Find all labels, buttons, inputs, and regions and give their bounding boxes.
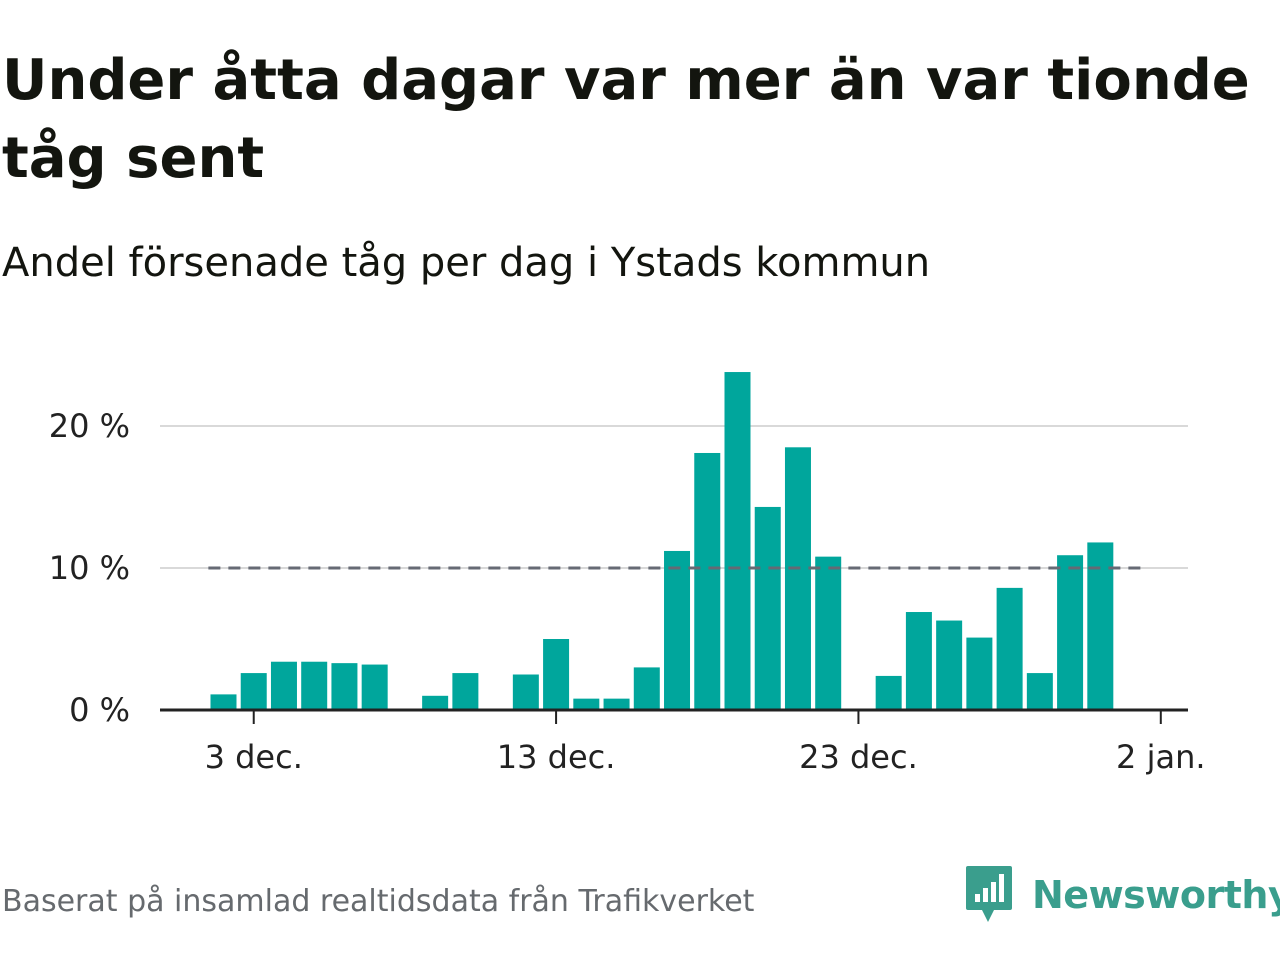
bar-chart: 0 % 10 % 20 % 3 dec. 13 dec. 23 dec. 2 jan. [49, 372, 1206, 776]
bar [452, 673, 479, 710]
y-tick-label: 0 % [69, 691, 130, 729]
bar [784, 447, 811, 710]
x-tick-label: 3 dec. [205, 738, 303, 776]
bar [603, 698, 630, 710]
x-tick-label: 23 dec. [799, 738, 918, 776]
bar [875, 675, 902, 710]
x-axis [160, 708, 1188, 724]
bar [966, 637, 993, 710]
x-tick-label: 2 jan. [1116, 738, 1205, 776]
y-tick-label: 20 % [49, 407, 130, 445]
source-note: Baserat på insamlad realtidsdata från Tr… [2, 884, 755, 919]
bar [724, 372, 751, 710]
bar [301, 661, 328, 710]
bar [754, 506, 781, 710]
brand[interactable]: Newsworthy [964, 864, 1280, 926]
bar [905, 612, 932, 710]
bar [1087, 542, 1114, 710]
newsworthy-logo-icon [966, 866, 1012, 922]
bar [543, 639, 570, 710]
y-tick-label: 10 % [49, 549, 130, 587]
bar [240, 673, 267, 710]
bar [573, 698, 600, 710]
brand-name: Newsworthy [1032, 873, 1280, 917]
bar [361, 664, 388, 710]
bar [936, 620, 963, 710]
bar [633, 667, 660, 710]
bar [815, 556, 842, 710]
bar [996, 587, 1023, 710]
bar [694, 452, 721, 710]
y-axis-labels: 0 % 10 % 20 % [49, 407, 130, 729]
bar [1057, 555, 1084, 710]
chart-title: Under åtta dagar var mer än var tionde t… [2, 48, 1250, 191]
grid-lines [160, 425, 1188, 569]
chart-subtitle: Andel försenade tåg per dag i Ystads kom… [2, 240, 931, 286]
bar [422, 695, 449, 710]
bars [210, 372, 1114, 710]
bar [664, 550, 691, 710]
x-tick-label: 13 dec. [497, 738, 616, 776]
bar [210, 694, 237, 710]
bar [270, 661, 297, 710]
bar [331, 663, 358, 710]
bar [1026, 673, 1053, 710]
x-axis-labels: 3 dec. 13 dec. 23 dec. 2 jan. [205, 738, 1206, 776]
bar [512, 674, 539, 710]
